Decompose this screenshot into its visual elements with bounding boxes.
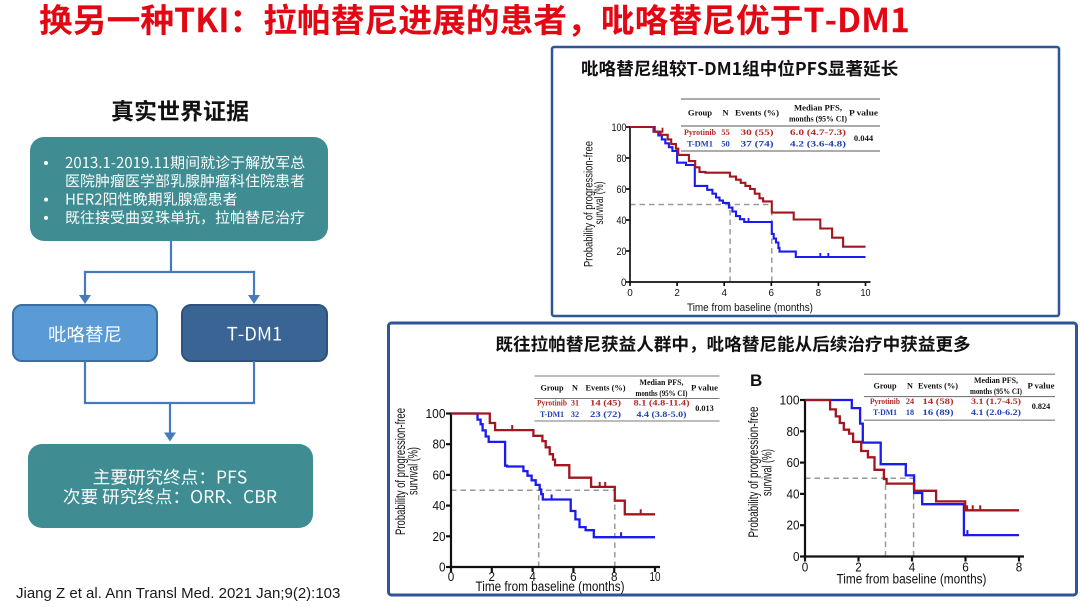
svg-text:4: 4 xyxy=(909,560,916,575)
svg-text:N: N xyxy=(722,108,729,118)
svg-text:0: 0 xyxy=(627,287,633,299)
svg-text:months (95% CI): months (95% CI) xyxy=(970,387,1022,396)
svg-text:Pyrotinib: Pyrotinib xyxy=(870,397,900,406)
svg-text:40: 40 xyxy=(787,486,800,501)
svg-text:18: 18 xyxy=(906,408,914,417)
svg-text:37 (74): 37 (74) xyxy=(741,139,774,149)
svg-text:Group: Group xyxy=(688,108,712,118)
svg-text:0: 0 xyxy=(621,277,627,289)
svg-text:3.1 (1.7-4.5): 3.1 (1.7-4.5) xyxy=(971,397,1021,406)
svg-text:8: 8 xyxy=(816,287,822,299)
svg-text:0.044: 0.044 xyxy=(854,133,874,143)
svg-text:10: 10 xyxy=(650,569,661,584)
svg-text:20: 20 xyxy=(617,246,627,258)
svg-text:30 (55): 30 (55) xyxy=(741,127,774,137)
svg-text:P value: P value xyxy=(691,384,718,393)
svg-text:P value: P value xyxy=(1028,382,1055,391)
svg-text:60: 60 xyxy=(433,467,446,482)
svg-text:8: 8 xyxy=(611,569,618,584)
svg-text:T-DM1: T-DM1 xyxy=(873,408,897,417)
svg-text:Time from baseline (months): Time from baseline (months) xyxy=(476,579,625,594)
svg-text:P value: P value xyxy=(849,108,878,118)
svg-text:100: 100 xyxy=(426,406,446,421)
svg-text:Events (%): Events (%) xyxy=(918,382,958,391)
svg-text:N: N xyxy=(572,384,578,393)
svg-text:Group: Group xyxy=(873,382,897,391)
svg-text:10: 10 xyxy=(861,287,871,299)
svg-text:0: 0 xyxy=(793,549,800,564)
svg-text:80: 80 xyxy=(787,424,800,439)
svg-text:8: 8 xyxy=(1016,560,1023,575)
svg-text:Pyrotinib: Pyrotinib xyxy=(684,127,716,137)
svg-text:6.0 (4.7-7.3): 6.0 (4.7-7.3) xyxy=(790,127,846,137)
svg-text:Median PFS,: Median PFS, xyxy=(794,103,842,113)
svg-text:2: 2 xyxy=(674,287,680,299)
svg-text:40: 40 xyxy=(433,498,446,513)
svg-text:T-DM1: T-DM1 xyxy=(687,139,713,149)
svg-text:2: 2 xyxy=(489,569,496,584)
svg-text:0: 0 xyxy=(802,560,809,575)
svg-text:0.013: 0.013 xyxy=(695,404,713,413)
svg-text:B: B xyxy=(750,371,762,390)
svg-text:32: 32 xyxy=(571,410,579,419)
svg-text:4: 4 xyxy=(529,569,536,584)
svg-text:4: 4 xyxy=(721,287,727,299)
svg-text:14 (58): 14 (58) xyxy=(923,397,954,406)
svg-text:0.824: 0.824 xyxy=(1032,402,1050,411)
svg-text:6: 6 xyxy=(769,287,775,299)
svg-text:Time from baseline (months): Time from baseline (months) xyxy=(687,302,813,314)
svg-text:16 (89): 16 (89) xyxy=(923,408,954,417)
svg-text:Probability of progression-fre: Probability of progression-free xyxy=(393,408,408,535)
svg-text:20: 20 xyxy=(787,518,800,533)
svg-text:24: 24 xyxy=(906,397,914,406)
svg-text:4.2 (3.6-4.8): 4.2 (3.6-4.8) xyxy=(790,139,846,149)
svg-text:survival (%): survival (%) xyxy=(760,449,775,496)
svg-text:N: N xyxy=(907,382,913,391)
svg-text:Events (%): Events (%) xyxy=(735,108,779,118)
svg-text:survival (%): survival (%) xyxy=(594,181,606,224)
svg-text:Median PFS,: Median PFS, xyxy=(974,376,1018,385)
svg-text:months (95% CI): months (95% CI) xyxy=(789,114,847,124)
svg-text:60: 60 xyxy=(617,184,627,196)
svg-text:Probability of progression-fre: Probability of progression-free xyxy=(584,141,596,267)
svg-text:31: 31 xyxy=(571,399,579,408)
svg-text:months (95% CI): months (95% CI) xyxy=(636,389,688,398)
svg-text:23 (72): 23 (72) xyxy=(590,410,621,419)
svg-text:Probability of progression-fre: Probability of progression-free xyxy=(746,407,761,538)
svg-text:0: 0 xyxy=(439,560,446,575)
svg-text:80: 80 xyxy=(433,437,446,452)
svg-text:8.1 (4.8-11.4): 8.1 (4.8-11.4) xyxy=(634,399,690,408)
svg-text:40: 40 xyxy=(617,215,627,227)
svg-text:Jiang Z et al. Ann Transl Med.: Jiang Z et al. Ann Transl Med. 2021 Jan;… xyxy=(16,585,340,602)
svg-text:4.4 (3.8-5.0): 4.4 (3.8-5.0) xyxy=(637,410,687,419)
svg-text:50: 50 xyxy=(721,139,730,149)
svg-text:55: 55 xyxy=(721,127,730,137)
svg-text:0: 0 xyxy=(448,569,455,584)
svg-text:80: 80 xyxy=(617,153,627,165)
svg-text:100: 100 xyxy=(612,122,627,134)
svg-text:6: 6 xyxy=(962,560,969,575)
svg-text:20: 20 xyxy=(433,529,446,544)
svg-text:100: 100 xyxy=(780,393,800,408)
svg-text:T-DM1: T-DM1 xyxy=(540,410,564,419)
svg-text:6: 6 xyxy=(570,569,577,584)
svg-text:2: 2 xyxy=(855,560,862,575)
svg-text:Events (%): Events (%) xyxy=(586,384,626,393)
svg-text:Pyrotinib: Pyrotinib xyxy=(537,399,567,408)
svg-text:Time from baseline (months): Time from baseline (months) xyxy=(837,572,987,587)
svg-text:Group: Group xyxy=(540,384,564,393)
svg-text:survival (%): survival (%) xyxy=(406,447,421,495)
svg-text:Median PFS,: Median PFS, xyxy=(640,378,684,387)
svg-text:4.1 (2.0-6.2): 4.1 (2.0-6.2) xyxy=(971,408,1021,417)
svg-text:60: 60 xyxy=(787,455,800,470)
svg-text:14 (45): 14 (45) xyxy=(590,399,621,408)
